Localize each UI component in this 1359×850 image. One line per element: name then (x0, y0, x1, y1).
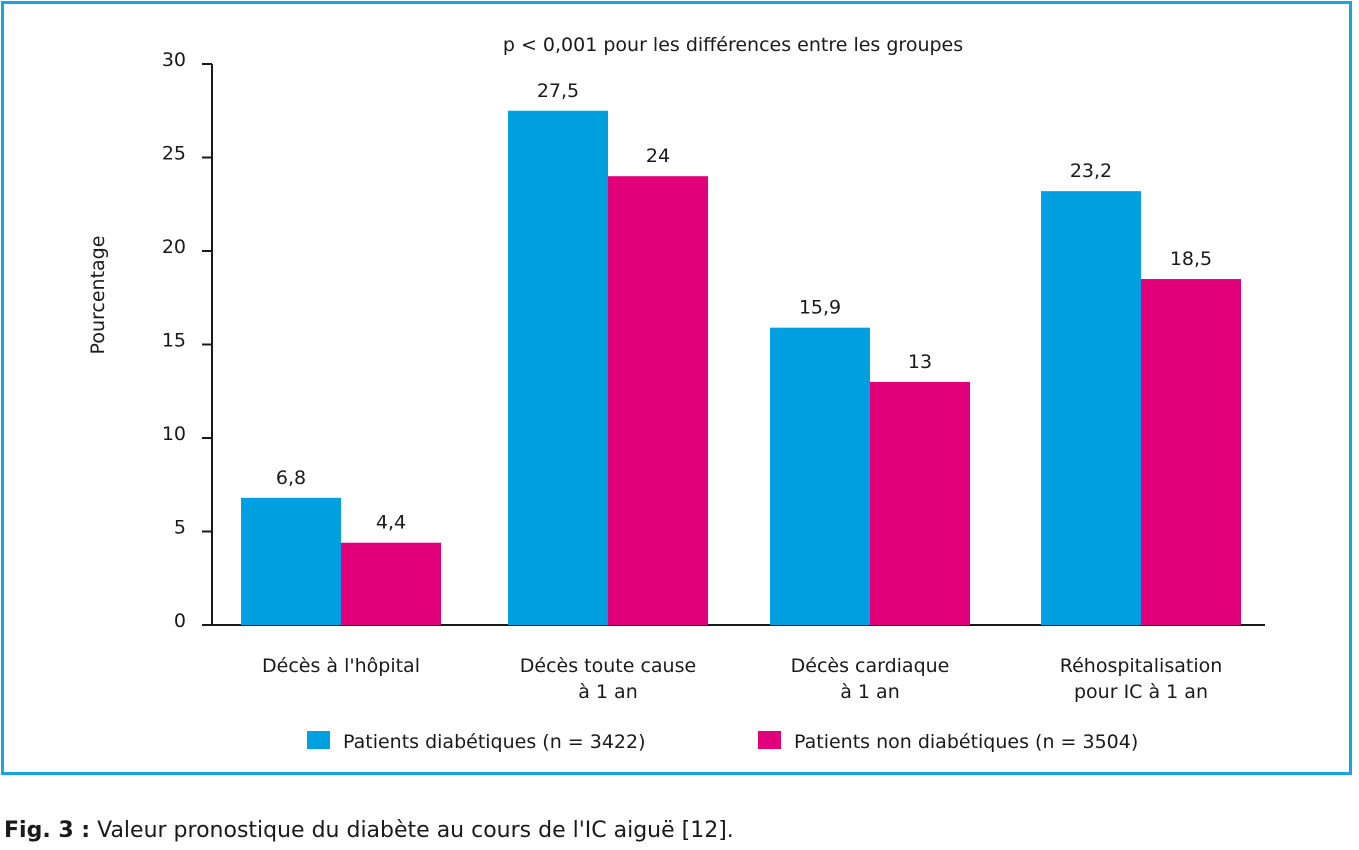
category-label: Décès cardiaque (791, 655, 950, 677)
y-tick-label: 30 (162, 49, 186, 71)
y-axis-title: Pourcentage (87, 236, 109, 355)
bar-value-label: 23,2 (1070, 160, 1112, 182)
y-tick-label: 10 (162, 423, 186, 445)
category-label: Décès à l'hôpital (262, 655, 420, 677)
bar (341, 542, 441, 625)
y-tick-label: 5 (174, 517, 186, 539)
bar-value-label: 6,8 (276, 467, 306, 489)
bar-value-label: 4,4 (376, 512, 406, 534)
bar-value-label: 15,9 (799, 297, 841, 319)
bar (870, 381, 970, 625)
y-tick-label: 15 (162, 330, 186, 352)
bar-value-label: 18,5 (1170, 248, 1212, 270)
legend-swatch (307, 731, 330, 749)
bar (608, 176, 708, 625)
caption-text: Valeur pronostique du diabète au cours d… (90, 818, 734, 843)
category-label: Réhospitalisation (1060, 655, 1223, 677)
bar (1041, 191, 1141, 625)
caption-label: Fig. 3 : (4, 818, 91, 843)
legend-label: Patients diabétiques (n = 3422) (343, 731, 646, 753)
chart-annotation: p < 0,001 pour les différences entre les… (503, 34, 963, 56)
bar (241, 497, 341, 625)
y-tick-label: 0 (174, 610, 186, 632)
category-label: à 1 an (840, 681, 900, 703)
bar-value-label: 24 (646, 145, 670, 167)
category-label: Décès toute cause (520, 655, 696, 677)
y-tick-label: 25 (162, 143, 186, 165)
legend-label: Patients non diabétiques (n = 3504) (794, 731, 1138, 753)
bar (508, 110, 608, 625)
figure-frame (1, 1, 1352, 775)
legend-swatch (758, 731, 781, 749)
bar-value-label: 27,5 (537, 80, 579, 102)
bar (1141, 279, 1241, 625)
bar-value-label: 13 (908, 351, 932, 373)
bar (770, 327, 870, 625)
figure-caption: Fig. 3 : Valeur pronostique du diabète a… (4, 818, 734, 843)
bar-chart: p < 0,001 pour les différences entre les… (87, 34, 1265, 753)
y-tick-label: 20 (162, 236, 186, 258)
category-label: pour IC à 1 an (1074, 681, 1208, 703)
category-label: à 1 an (578, 681, 638, 703)
